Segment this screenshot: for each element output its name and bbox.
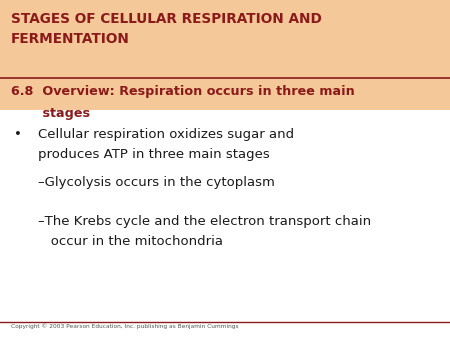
Text: –The Krebs cycle and the electron transport chain: –The Krebs cycle and the electron transp… (38, 215, 371, 227)
Text: Cellular respiration oxidizes sugar and: Cellular respiration oxidizes sugar and (38, 128, 294, 141)
Text: Copyright © 2003 Pearson Education, Inc. publishing as Benjamin Cummings: Copyright © 2003 Pearson Education, Inc.… (11, 324, 239, 330)
Bar (0, 0, 450, 110)
Text: –Glycolysis occurs in the cytoplasm: –Glycolysis occurs in the cytoplasm (38, 176, 275, 189)
Text: stages: stages (11, 107, 90, 120)
Text: occur in the mitochondria: occur in the mitochondria (38, 235, 223, 248)
Text: FERMENTATION: FERMENTATION (11, 32, 130, 46)
Text: 6.8  Overview: Respiration occurs in three main: 6.8 Overview: Respiration occurs in thre… (11, 85, 355, 98)
Text: produces ATP in three main stages: produces ATP in three main stages (38, 148, 270, 161)
Text: STAGES OF CELLULAR RESPIRATION AND: STAGES OF CELLULAR RESPIRATION AND (11, 12, 322, 26)
Text: •: • (14, 128, 22, 141)
